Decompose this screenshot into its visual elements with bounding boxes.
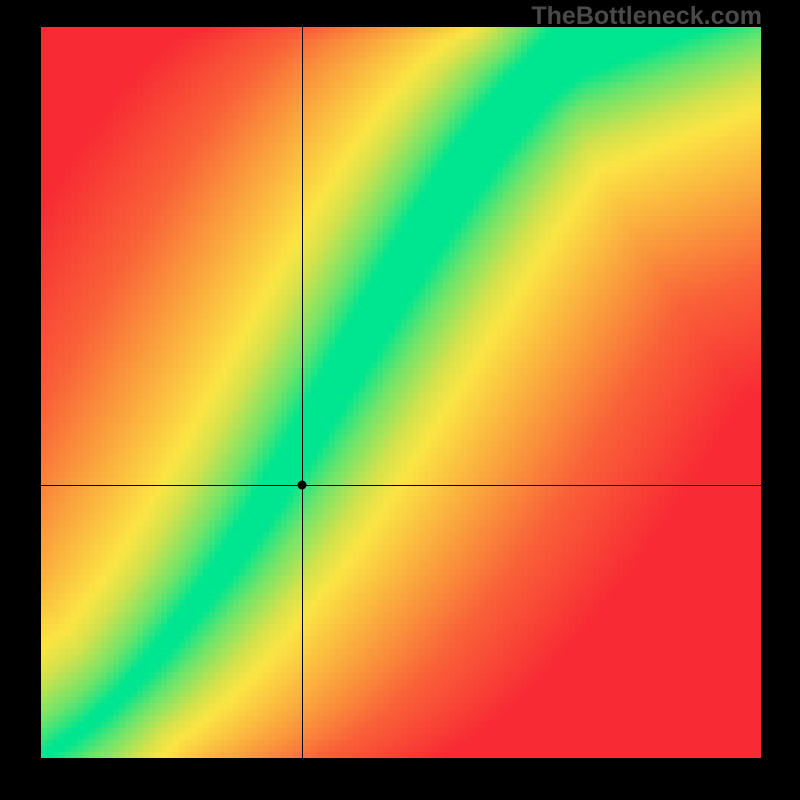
crosshair-horizontal <box>41 485 761 486</box>
watermark-text: TheBottleneck.com <box>531 2 762 31</box>
crosshair-vertical <box>302 27 303 758</box>
chart-container: TheBottleneck.com <box>0 0 800 800</box>
plot-area <box>41 27 761 758</box>
marker-point <box>298 481 307 490</box>
heatmap-canvas <box>41 27 761 758</box>
